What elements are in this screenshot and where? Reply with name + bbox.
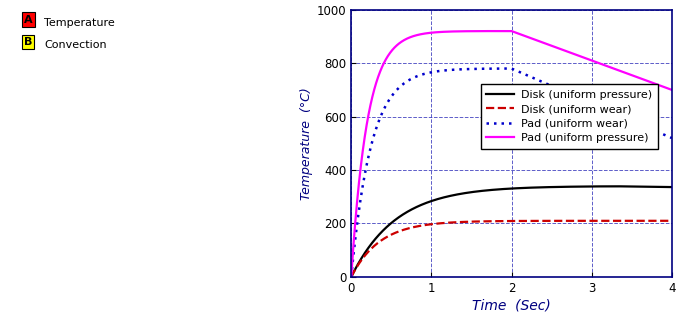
Disk (uniform wear) (488, 219, 496, 223)
Pad (uniform pressure) (567, 51, 576, 55)
Pad (uniform wear) (603, 108, 611, 112)
Pad (uniform wear) (507, 67, 516, 71)
Disk (uniform wear) (477, 220, 485, 223)
Legend: Disk (uniform pressure), Disk (uniform wear), Pad (uniform wear), Pad (uniform p: Disk (uniform pressure), Disk (uniform w… (481, 84, 657, 149)
Disk (uniform pressure) (603, 185, 611, 188)
Pad (uniform wear) (380, 107, 388, 111)
Disk (uniform pressure) (668, 185, 676, 189)
Text: B: B (24, 37, 32, 47)
Disk (uniform pressure) (477, 189, 485, 193)
Pad (uniform wear) (477, 67, 485, 71)
Line: Disk (uniform pressure): Disk (uniform pressure) (351, 186, 672, 277)
Disk (uniform wear) (567, 219, 576, 223)
Line: Pad (uniform wear): Pad (uniform wear) (351, 69, 672, 277)
Pad (uniform pressure) (597, 62, 606, 66)
Disk (uniform wear) (668, 219, 676, 223)
Pad (uniform pressure) (477, 29, 485, 33)
Disk (uniform pressure) (612, 185, 620, 188)
Pad (uniform wear) (567, 93, 576, 97)
Y-axis label: Temperature  (°C): Temperature (°C) (299, 87, 312, 200)
Pad (uniform pressure) (507, 29, 516, 33)
Disk (uniform pressure) (347, 275, 355, 279)
X-axis label: Time  (Sec): Time (Sec) (472, 299, 551, 313)
Line: Pad (uniform pressure): Pad (uniform pressure) (351, 31, 672, 277)
Pad (uniform wear) (347, 275, 355, 279)
Pad (uniform wear) (597, 106, 606, 109)
Disk (uniform wear) (347, 275, 355, 279)
Text: A: A (24, 14, 33, 24)
Text: Convection: Convection (44, 40, 107, 50)
Disk (uniform wear) (603, 219, 611, 223)
Pad (uniform wear) (488, 67, 496, 71)
Disk (uniform pressure) (488, 188, 496, 192)
Pad (uniform pressure) (380, 61, 388, 65)
Disk (uniform pressure) (567, 185, 576, 189)
Pad (uniform wear) (668, 136, 676, 140)
Disk (uniform pressure) (380, 228, 388, 232)
Pad (uniform pressure) (603, 64, 611, 68)
Pad (uniform pressure) (347, 275, 355, 279)
Disk (uniform pressure) (597, 185, 605, 188)
Disk (uniform wear) (597, 219, 605, 223)
Pad (uniform pressure) (668, 88, 676, 92)
Pad (uniform pressure) (488, 29, 496, 33)
Text: Temperature: Temperature (44, 17, 115, 28)
Disk (uniform wear) (380, 237, 388, 241)
Line: Disk (uniform wear): Disk (uniform wear) (351, 221, 672, 277)
